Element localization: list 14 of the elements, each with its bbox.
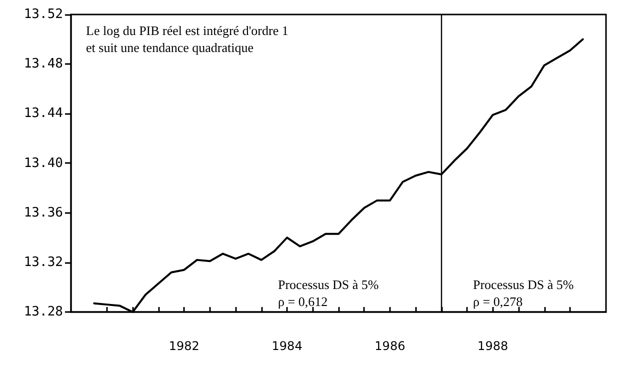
y-tick-label: 13.32 [24,254,63,270]
y-tick-label: 13.40 [24,156,63,171]
x-tick-label: 1988 [478,339,508,353]
x-tick-label: 1984 [272,339,302,353]
y-tick-label: 13.44 [24,106,64,122]
annotation: Processus DS à 5% ρ = 0,612 [278,277,379,309]
annotation: Processus DS à 5% ρ = 0,278 [473,277,574,309]
x-tick-label: 1982 [168,339,200,353]
x-tick-label: 1986 [374,339,406,353]
annotation: Le log du PIB réel est intégré d'ordre 1 et suit une tendance quadratique [86,23,288,55]
y-tick-label: 13.52 [24,7,63,22]
y-tick-label: 13.48 [24,56,63,72]
y-tick-label: 13.28 [24,304,63,320]
y-tick-label: 13.36 [24,205,63,220]
